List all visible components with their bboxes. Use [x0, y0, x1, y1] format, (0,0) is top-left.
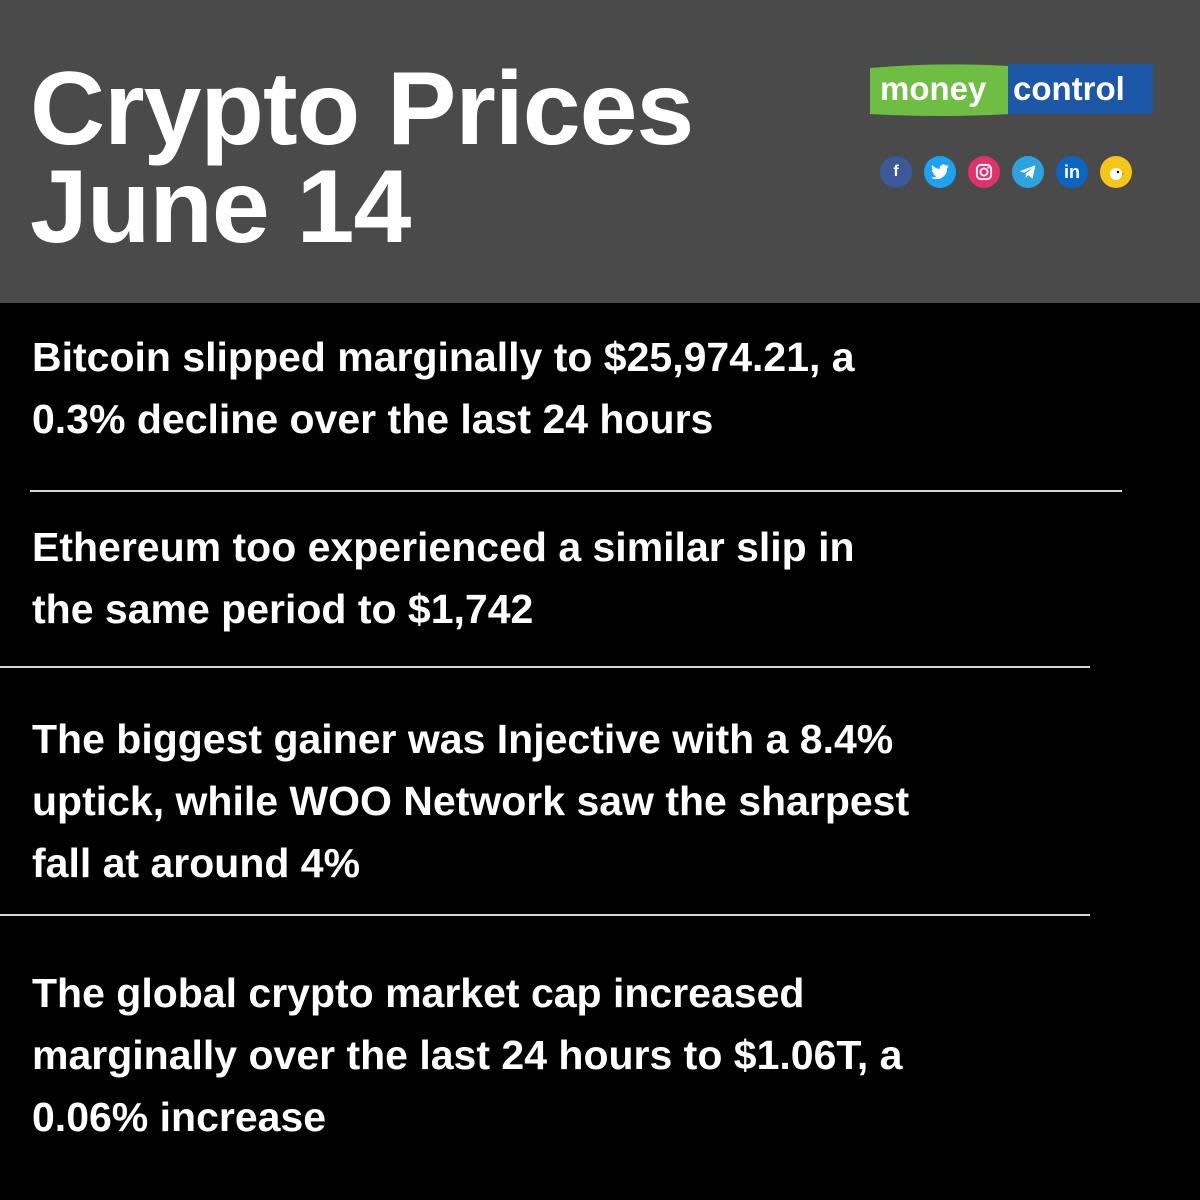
social-icons: f in	[880, 156, 1132, 190]
header-banner: Crypto Prices June 14 money control f in	[0, 0, 1200, 303]
koo-icon[interactable]	[1100, 156, 1132, 188]
gainers-line-2: uptick, while WOO Network saw the sharpe…	[32, 778, 910, 824]
divider	[0, 914, 1090, 916]
telegram-icon[interactable]	[1012, 156, 1044, 188]
market-cap-summary: The global crypto market cap increased m…	[32, 962, 1172, 1148]
twitter-icon[interactable]	[924, 156, 956, 188]
gainers-line-3: fall at around 4%	[32, 840, 361, 886]
bitcoin-summary: Bitcoin slipped marginally to $25,974.21…	[32, 326, 1172, 450]
linkedin-icon[interactable]: in	[1056, 156, 1088, 188]
divider	[0, 666, 1090, 668]
title-line-1: Crypto Prices	[30, 51, 694, 167]
logo-text-money: money	[880, 70, 987, 107]
gainers-line-1: The biggest gainer was Injective with a …	[32, 716, 894, 762]
instagram-icon[interactable]	[968, 156, 1000, 188]
marketcap-line-3: 0.06% increase	[32, 1094, 327, 1140]
ethereum-line-2: the same period to $1,742	[32, 586, 534, 632]
bitcoin-line-1: Bitcoin slipped marginally to $25,974.21…	[32, 334, 855, 380]
bitcoin-line-2: 0.3% decline over the last 24 hours	[32, 396, 714, 442]
divider	[30, 490, 1122, 492]
facebook-icon[interactable]: f	[880, 156, 912, 188]
moneycontrol-logo[interactable]: money control	[870, 62, 1153, 117]
logo-text-control: control	[1013, 70, 1125, 107]
gainers-losers-summary: The biggest gainer was Injective with a …	[32, 708, 1172, 894]
marketcap-line-1: The global crypto market cap increased	[32, 970, 805, 1016]
page-title: Crypto Prices June 14	[30, 51, 694, 265]
title-line-2: June 14	[30, 149, 411, 265]
ethereum-line-1: Ethereum too experienced a similar slip …	[32, 524, 855, 570]
ethereum-summary: Ethereum too experienced a similar slip …	[32, 516, 1172, 640]
marketcap-line-2: marginally over the last 24 hours to $1.…	[32, 1032, 903, 1078]
